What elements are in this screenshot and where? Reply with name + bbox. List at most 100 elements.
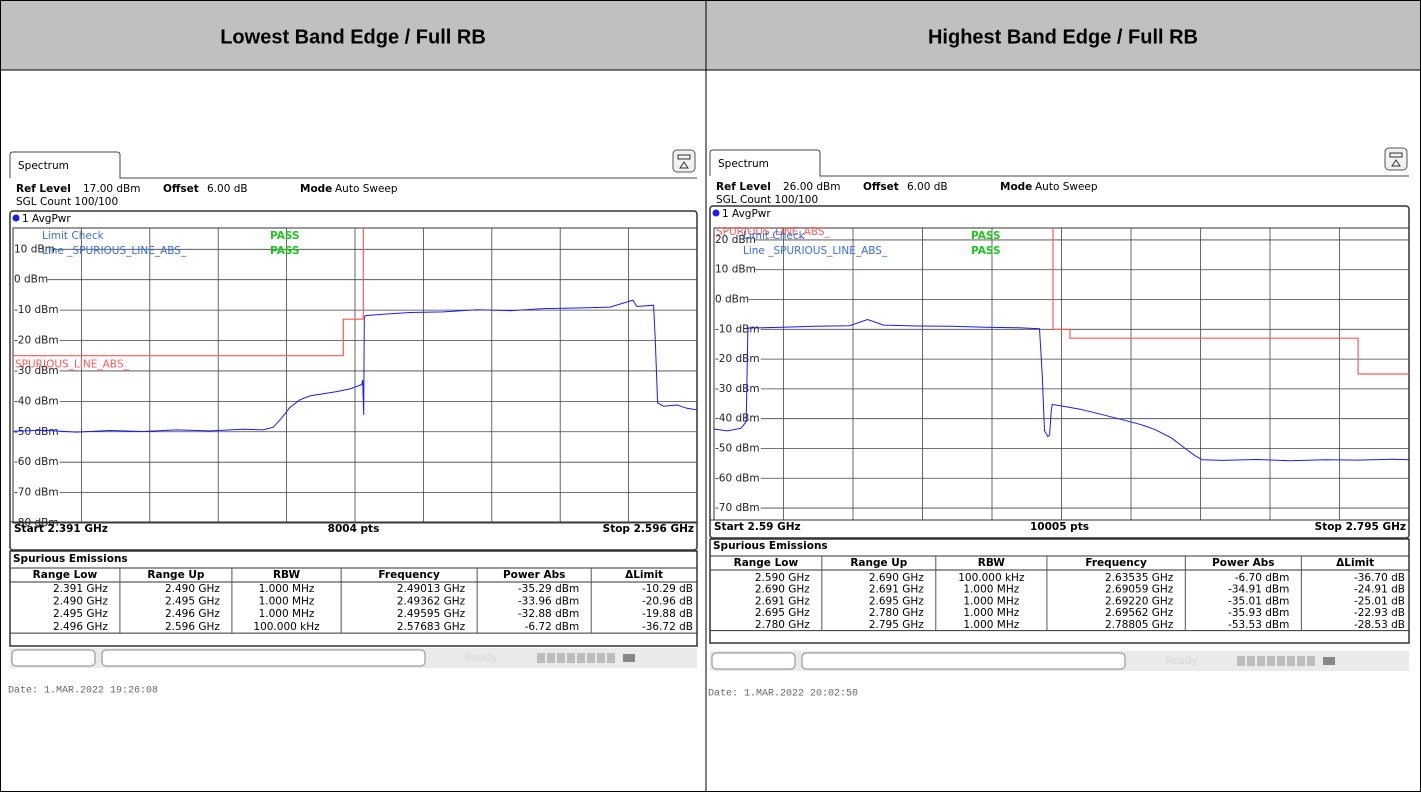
progress-cell bbox=[1267, 656, 1275, 666]
y-tick-label: -20 dBm bbox=[14, 335, 59, 347]
progress-cell bbox=[1297, 656, 1305, 666]
table-cell: -36.70 dB bbox=[1354, 572, 1405, 584]
table-cell: 2.495 GHz bbox=[165, 596, 220, 608]
y-tick-label: -60 dBm bbox=[715, 472, 760, 484]
table-cell: 2.690 GHz bbox=[869, 572, 924, 584]
table-cell: 2.49013 GHz bbox=[397, 583, 466, 595]
info-label: Offset bbox=[163, 183, 199, 195]
table-cell: 1.000 MHz bbox=[259, 596, 315, 608]
progress-cell bbox=[1247, 656, 1255, 666]
trace-label: 1 AvgPwr bbox=[22, 213, 71, 225]
table-cell: 1.000 MHz bbox=[963, 607, 1019, 619]
table-cell: 2.496 GHz bbox=[53, 621, 108, 633]
y-tick-label: 0 dBm bbox=[715, 294, 749, 306]
table-cell: -34.91 dBm bbox=[1228, 584, 1289, 596]
table-cell: -22.93 dB bbox=[1354, 607, 1405, 619]
header-row bbox=[0, 0, 1421, 70]
table-cell: -20.96 dB bbox=[642, 596, 693, 608]
table-cell: 100.000 kHz bbox=[958, 572, 1025, 584]
column-header: Highest Band Edge / Full RB bbox=[928, 26, 1198, 48]
table-cell: 1.000 MHz bbox=[963, 619, 1019, 631]
progress-cell bbox=[567, 653, 575, 663]
table-cell: -36.72 dB bbox=[642, 621, 693, 633]
table-cell: 1.000 MHz bbox=[963, 595, 1019, 607]
trace bbox=[714, 318, 1409, 462]
table-cell: 2.78805 GHz bbox=[1105, 619, 1174, 631]
table-cell: 2.795 GHz bbox=[869, 619, 924, 631]
points-label: 8004 pts bbox=[328, 523, 380, 535]
progress-cell bbox=[577, 653, 585, 663]
y-tick-label: -20 dBm bbox=[715, 353, 760, 365]
progress-cell bbox=[1237, 656, 1245, 666]
y-tick-label: -60 dBm bbox=[14, 456, 59, 468]
progress-cell bbox=[607, 653, 615, 663]
limit-check-result: PASS bbox=[971, 230, 1001, 242]
table-cell: -10.29 dB bbox=[642, 583, 693, 595]
table-cell: 2.63535 GHz bbox=[1105, 572, 1174, 584]
progress-icon bbox=[623, 654, 635, 662]
progress-cell bbox=[557, 653, 565, 663]
tab-label: Spectrum bbox=[18, 160, 69, 172]
input-box bbox=[801, 652, 1126, 670]
limit-check-label: Line _SPURIOUS_LINE_ABS_ bbox=[743, 245, 888, 257]
input-box bbox=[101, 649, 426, 667]
limit-line bbox=[1052, 228, 1409, 375]
table-header: Frequency bbox=[1085, 557, 1147, 569]
table-cell: 2.391 GHz bbox=[53, 583, 108, 595]
table-cell: 1.000 MHz bbox=[259, 608, 315, 620]
table-cell: 2.57683 GHz bbox=[397, 621, 466, 633]
status-text: Ready bbox=[1165, 655, 1198, 667]
info-value: 26.00 dBm bbox=[783, 181, 841, 193]
y-tick-label: -70 dBm bbox=[14, 487, 59, 499]
info-value: 17.00 dBm bbox=[83, 183, 141, 195]
table-cell: 1.000 MHz bbox=[963, 584, 1019, 596]
stop-label: Stop 2.795 GHz bbox=[1315, 521, 1406, 533]
info-value: 6.00 dB bbox=[907, 181, 948, 193]
icon bbox=[1384, 147, 1408, 171]
results-title: Spurious Emissions bbox=[13, 553, 128, 565]
info-label: Ref Level bbox=[16, 183, 71, 195]
results-frame bbox=[9, 550, 698, 647]
info-label: Mode bbox=[300, 183, 332, 195]
y-tick-label: -30 dBm bbox=[14, 365, 59, 377]
y-tick-label: -50 dBm bbox=[14, 426, 59, 438]
progress-cell bbox=[537, 653, 545, 663]
limit-label: SPURIOUS_LINE_ABS_ bbox=[716, 226, 830, 238]
limit-check-result: PASS bbox=[270, 230, 300, 242]
stop-label: Stop 2.596 GHz bbox=[603, 523, 694, 535]
icon bbox=[672, 149, 696, 173]
table-header: Power Abs bbox=[503, 569, 565, 581]
table-header: RBW bbox=[273, 569, 301, 581]
y-tick-label: -30 dBm bbox=[715, 383, 760, 395]
table-cell: 2.496 GHz bbox=[165, 608, 220, 620]
input-box bbox=[711, 652, 796, 670]
table-cell: 2.49595 GHz bbox=[397, 608, 466, 620]
date-stamp: Date: 1.MAR.2022 20:02:50 bbox=[708, 689, 858, 700]
status-text: Ready bbox=[465, 652, 498, 664]
info-value: SGL Count 100/100 bbox=[716, 194, 818, 206]
info-value: 6.00 dB bbox=[207, 183, 248, 195]
y-tick-label: -50 dBm bbox=[715, 442, 760, 454]
table-cell: -28.53 dB bbox=[1354, 619, 1405, 631]
progress-cell bbox=[1257, 656, 1265, 666]
table-cell: -6.72 dBm bbox=[525, 621, 580, 633]
table-cell: -6.70 dBm bbox=[1235, 572, 1290, 584]
limit-check-result: PASS bbox=[971, 245, 1001, 257]
progress-cell bbox=[547, 653, 555, 663]
icon-glyph bbox=[677, 154, 691, 169]
table-cell: -35.93 dBm bbox=[1228, 607, 1289, 619]
info-label: Ref Level bbox=[716, 181, 771, 193]
y-tick-label: -10 dBm bbox=[14, 304, 59, 316]
limit-line bbox=[13, 228, 364, 357]
y-tick-label: -70 dBm bbox=[715, 502, 760, 514]
table-header: Range Up bbox=[850, 557, 907, 569]
table-cell: 2.49362 GHz bbox=[397, 596, 466, 608]
progress-cell bbox=[587, 653, 595, 663]
tab-label: Spectrum bbox=[718, 158, 769, 170]
table-header: ΔLimit bbox=[1336, 557, 1374, 569]
table-header: Power Abs bbox=[1212, 557, 1274, 569]
results-title: Spurious Emissions bbox=[713, 540, 828, 552]
table-cell: 2.695 GHz bbox=[755, 607, 810, 619]
date-stamp: Date: 1.MAR.2022 19:26:08 bbox=[8, 686, 158, 697]
